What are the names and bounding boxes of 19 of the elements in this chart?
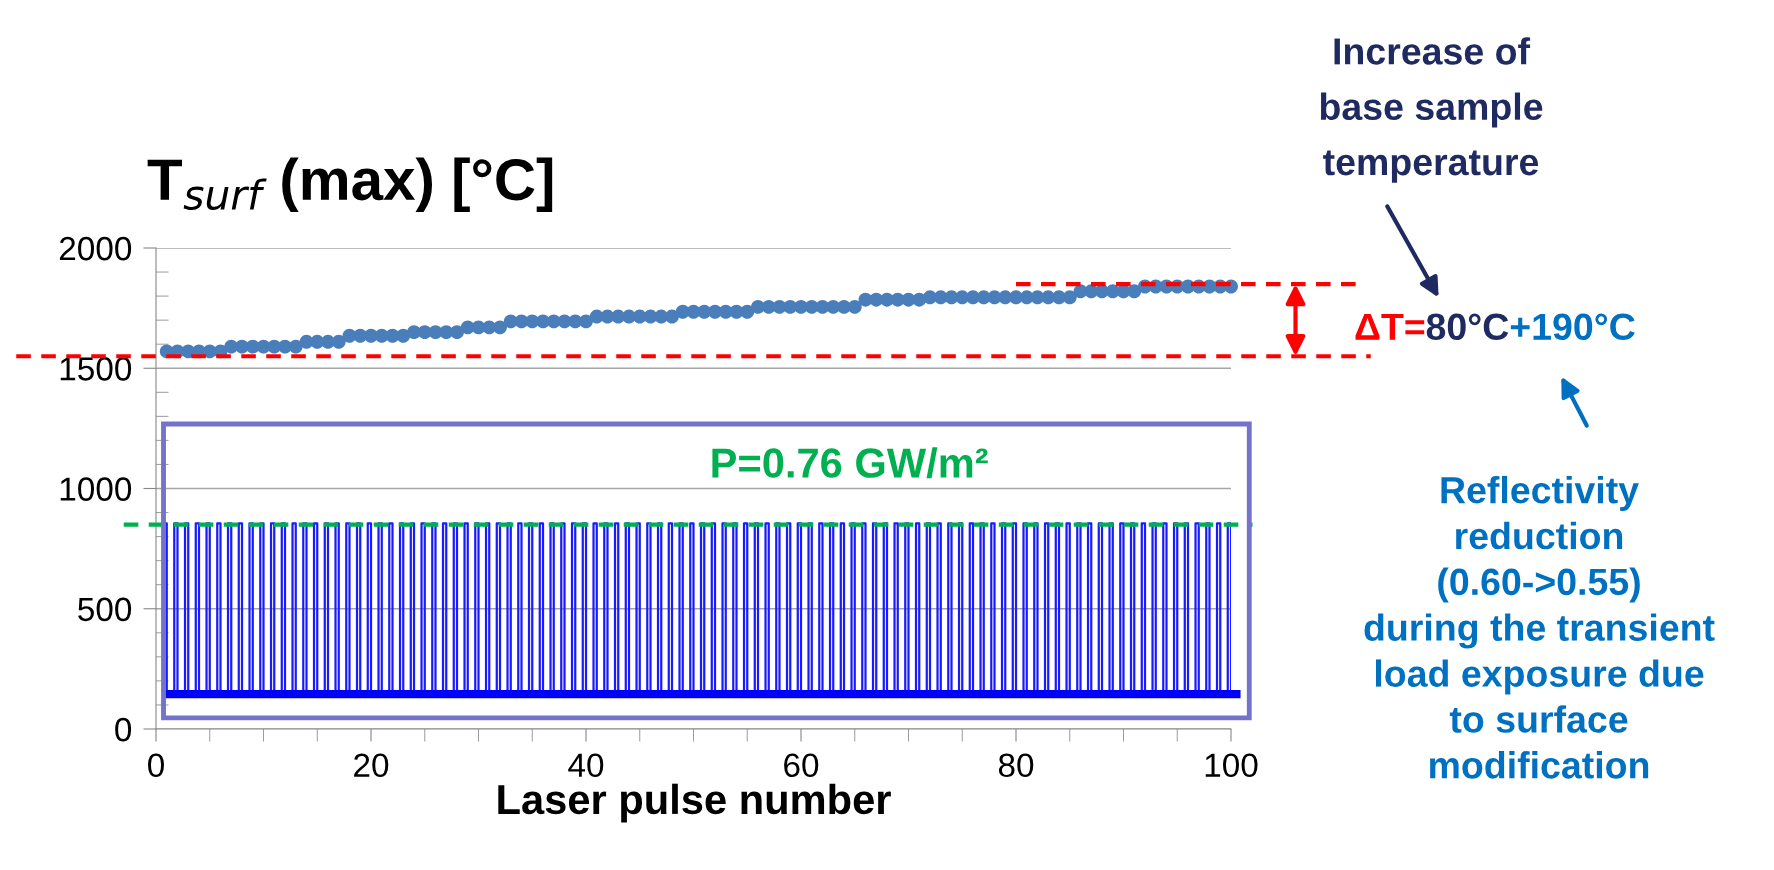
x-tick-label: 20 bbox=[354, 753, 389, 778]
text: +190°C bbox=[1510, 313, 1635, 341]
x-axis-title: Laser pulse number bbox=[498, 783, 891, 823]
x-tick-label: 100 bbox=[1205, 753, 1258, 778]
y-tick-label: 1000 bbox=[60, 477, 132, 501]
text: Reflectivity reduction (0.60->0.55) during the transient load exposure due to surface modification bbox=[1364, 475, 1715, 779]
text: Increase of base sample temperature bbox=[1320, 37, 1543, 183]
annotation: P=0.76 GW/m² bbox=[712, 447, 988, 479]
y-tick-label: 1500 bbox=[60, 357, 132, 381]
text: ΔT= bbox=[1355, 313, 1425, 340]
x-tick-label: 60 bbox=[784, 753, 819, 778]
text: 80°C bbox=[1426, 313, 1509, 341]
chart-title: T$_{surf}$ (max) [°C] bbox=[147, 157, 553, 212]
y-tick-label: 500 bbox=[78, 597, 132, 622]
x-tick-label: 80 bbox=[998, 753, 1034, 778]
y-tick-label: 2000 bbox=[59, 236, 132, 261]
x-tick-label: 0 bbox=[148, 753, 164, 778]
x-tick-label: 40 bbox=[568, 753, 604, 778]
y-tick-label: 0 bbox=[115, 717, 132, 742]
